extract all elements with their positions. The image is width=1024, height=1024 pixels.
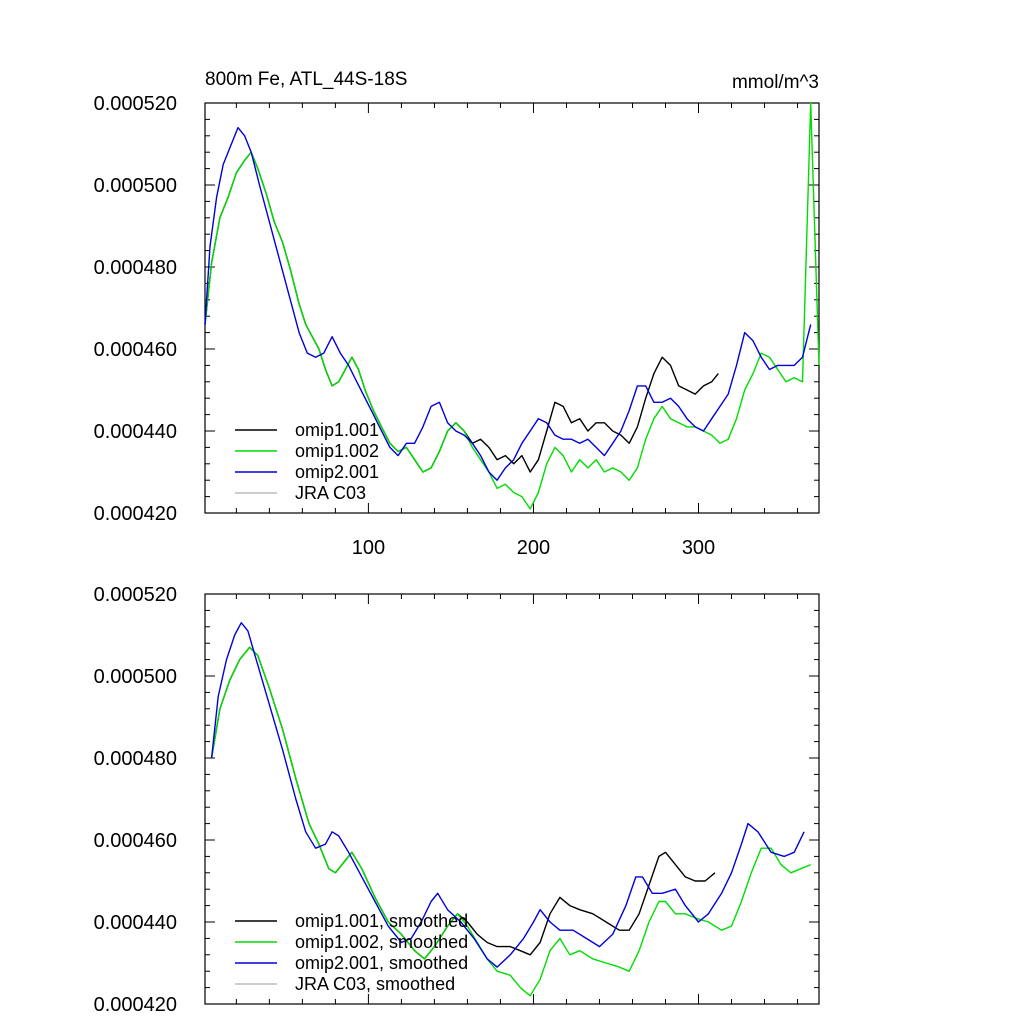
- bottom-ytick-label: 0.000460: [94, 830, 177, 852]
- top-xtick-label: 200: [517, 537, 550, 559]
- bottom-ytick-label: 0.000440: [94, 912, 177, 934]
- top-plot-panel: 800m Fe, ATL_44S-18S mmol/m^3 0.0004200.…: [94, 69, 820, 559]
- top-series-line-2: [204, 102, 820, 510]
- top-ytick-label: 0.000520: [94, 93, 177, 115]
- top-legend-label: omip1.001: [295, 420, 379, 440]
- bottom-series-layer: [210, 622, 811, 997]
- bottom-ytick-label: 0.000520: [94, 584, 177, 606]
- bottom-legend-label: JRA C03, smoothed: [295, 974, 455, 994]
- bottom-series-line-3: [210, 622, 805, 968]
- top-legend-label: omip1.002: [295, 441, 379, 461]
- top-series-layer: [204, 102, 820, 510]
- top-legend-label: JRA C03: [295, 483, 366, 503]
- bottom-legend-label: omip1.002, smoothed: [295, 932, 468, 952]
- bottom-plot-frame: [204, 593, 820, 1005]
- top-series-line-3: [204, 126, 812, 481]
- bottom-series-line-2: [210, 646, 811, 997]
- top-y-ticks: 0.000420 0.000440 0.000460 0.000480 0.000500…: [94, 93, 819, 525]
- top-plot-units: mmol/m^3: [732, 72, 819, 93]
- top-ytick-label: 0.000440: [94, 421, 177, 443]
- top-plot-frame: [204, 102, 820, 514]
- top-legend-label: omip2.001: [295, 462, 379, 482]
- bottom-legend-label: omip2.001, smoothed: [295, 953, 468, 973]
- bottom-legend-label: omip1.001, smoothed: [295, 911, 468, 931]
- bottom-y-ticks: 0.000420 0.000440 0.000460 0.000480 0.000500…: [94, 584, 819, 1016]
- top-ytick-label: 0.000480: [94, 257, 177, 279]
- bottom-ytick-label: 0.000480: [94, 748, 177, 770]
- top-ytick-label: 0.000460: [94, 339, 177, 361]
- top-xtick-label: 300: [682, 537, 715, 559]
- top-plot-title: 800m Fe, ATL_44S-18S: [205, 69, 407, 90]
- bottom-x-ticks: [235, 594, 799, 1004]
- top-ytick-label: 0.000420: [94, 503, 177, 525]
- top-x-ticks: 100 200 300: [235, 103, 799, 559]
- bottom-ytick-label: 0.000420: [94, 994, 177, 1016]
- bottom-ytick-label: 0.000500: [94, 666, 177, 688]
- bottom-plot-panel: 0.000420 0.000440 0.000460 0.000480 0.000500…: [94, 584, 820, 1016]
- top-series-line-1: [204, 151, 719, 473]
- top-ytick-label: 0.000500: [94, 175, 177, 197]
- top-xtick-label: 100: [352, 537, 385, 559]
